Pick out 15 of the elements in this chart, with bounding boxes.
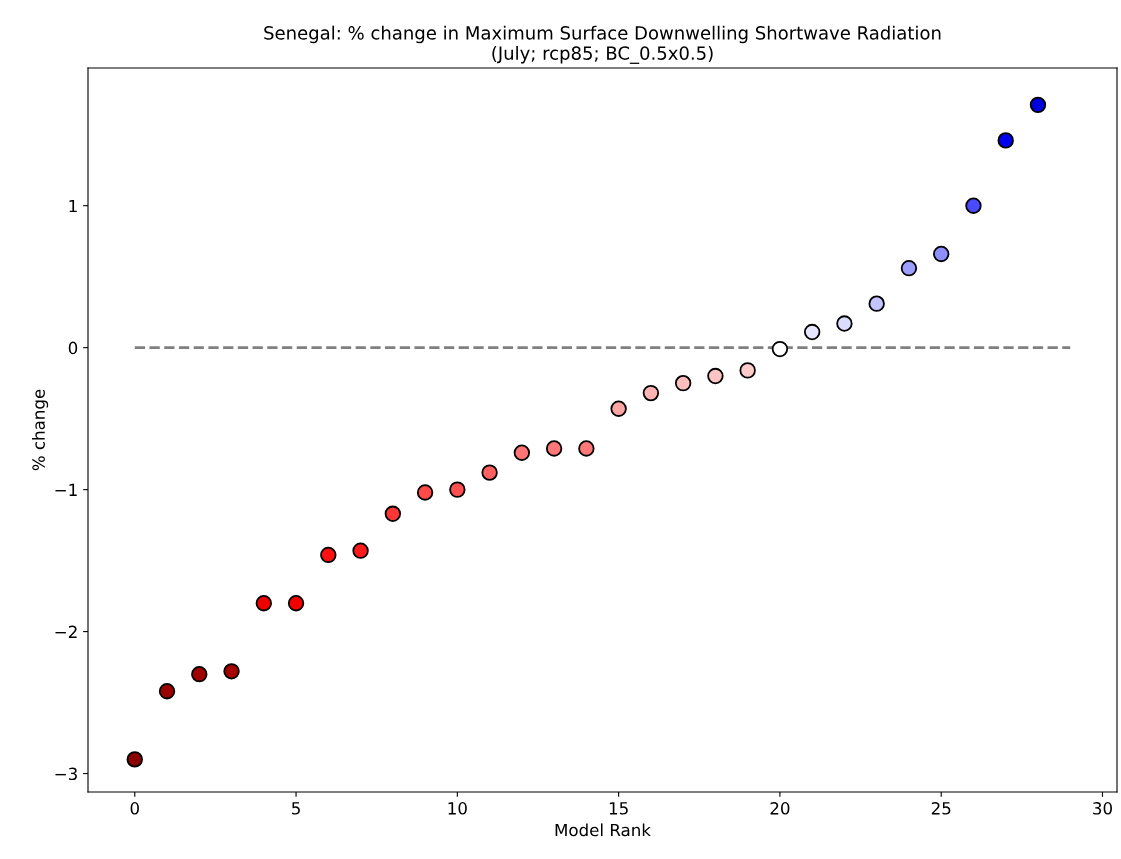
x-tick-label: 15 xyxy=(609,802,628,815)
x-tick-label: 0 xyxy=(130,802,139,815)
y-tick-label: −3 xyxy=(55,767,77,781)
y-tick-label: 0 xyxy=(68,341,78,355)
x-tick-label: 25 xyxy=(931,802,951,815)
y-axis-title: % change xyxy=(32,389,49,471)
x-tick-label: 20 xyxy=(770,802,790,815)
y-tick-label: 1 xyxy=(69,199,77,213)
x-tick-label: 10 xyxy=(448,802,467,815)
chart-title: Senegal: % change in Maximum Surface Downwelling Shortwave Radiation (July; rcp85; BC_0.5x0.5) xyxy=(264,25,941,64)
y-tick-label: −1 xyxy=(55,483,77,496)
x-tick-label: 30 xyxy=(1093,802,1112,815)
x-tick-label: 5 xyxy=(292,802,300,815)
x-axis-title: Model Rank xyxy=(555,823,651,837)
y-tick-label: −2 xyxy=(55,625,77,638)
